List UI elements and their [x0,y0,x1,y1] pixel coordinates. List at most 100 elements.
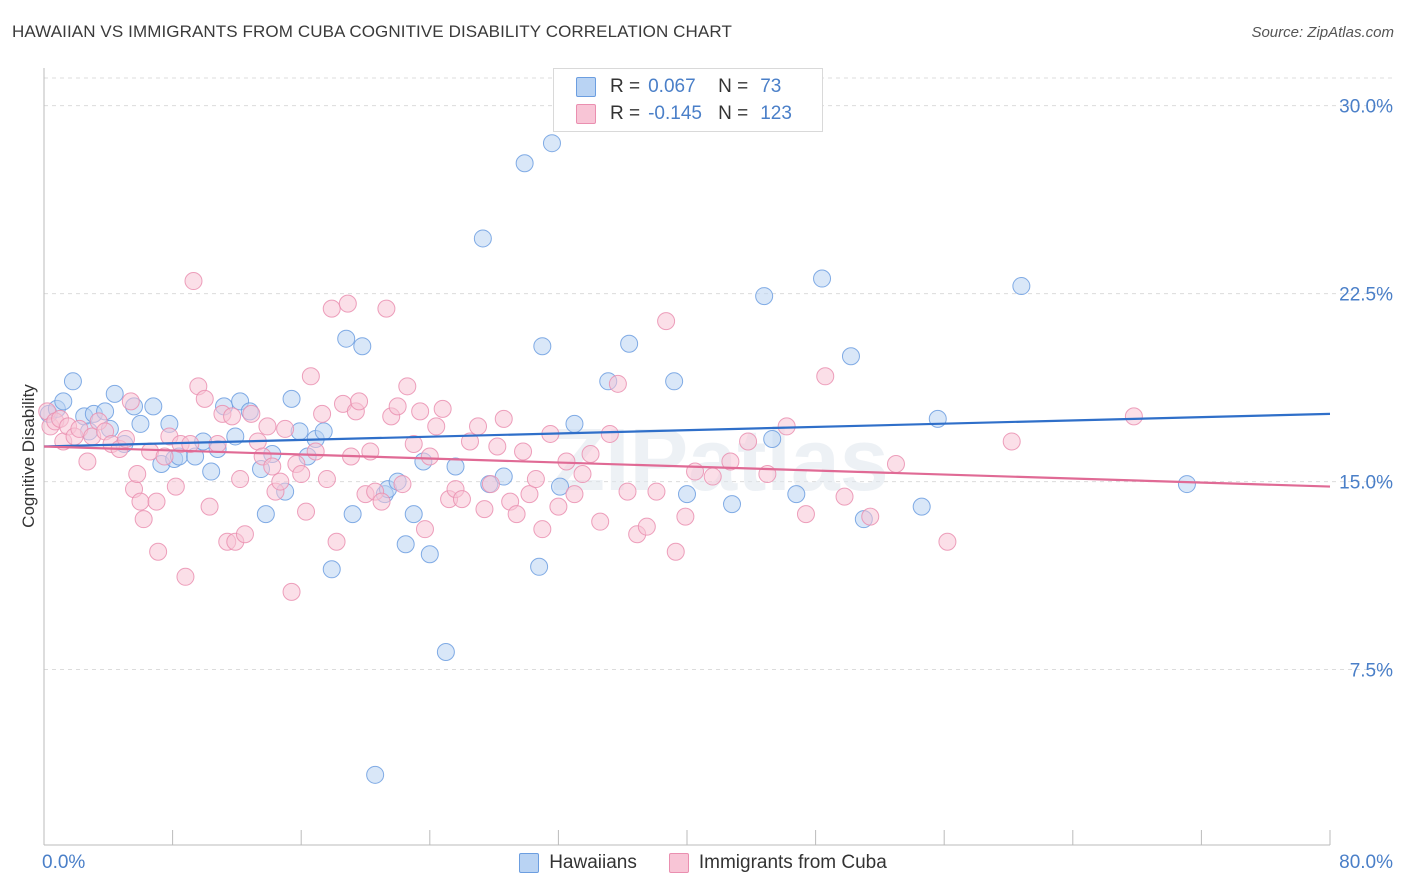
point-cuba [520,485,539,504]
point-cuba [549,497,568,516]
point-cuba [377,299,396,318]
point-hawaiians [533,337,552,356]
point-cuba [276,419,295,438]
point-hawaiians [436,643,455,662]
point-cuba [292,465,311,484]
point-cuba [488,437,507,456]
point-cuba [176,567,195,586]
point-hawaiians [446,457,465,476]
point-cuba [618,482,637,501]
point-hawaiians [396,535,415,554]
point-cuba [494,409,513,428]
point-cuba [666,542,685,561]
point-hawaiians [404,505,423,524]
point-cuba [242,404,261,423]
grid-lines [44,77,1392,671]
point-hawaiians [366,765,385,784]
point-cuba [938,532,957,551]
point-cuba [200,497,219,516]
legend-label-hawaiians: Hawaiians [549,852,637,873]
legend-item-cuba[interactable]: Immigrants from Cuba [668,852,887,874]
point-hawaiians [131,414,150,433]
point-cuba [469,417,488,436]
point-cuba [393,475,412,494]
stats-legend: R = 0.067 N = 73 R = -0.145 N = 123 [553,68,823,132]
point-cuba [327,532,346,551]
point-hawaiians [787,485,806,504]
point-hawaiians [1177,475,1196,494]
point-cuba [398,377,417,396]
point-hawaiians [841,347,860,366]
y-axis-label: Cognitive Disability [19,384,38,528]
point-hawaiians [63,372,82,391]
stats-row-hawaiians: R = 0.067 N = 73 [576,75,781,99]
point-cuba [433,399,452,418]
point-cuba [208,434,227,453]
y-tick-label: 30.0% [1339,97,1393,118]
point-hawaiians [678,485,696,504]
point-cuba [166,477,185,496]
point-hawaiians [755,287,774,306]
point-cuba [600,424,619,443]
point-hawaiians [542,134,561,153]
legend-item-hawaiians[interactable]: Hawaiians [519,852,637,874]
point-cuba [313,404,332,423]
point-cuba [721,452,740,471]
r-label: R = [610,76,641,97]
n-value: 73 [760,76,782,97]
point-cuba [608,374,627,393]
point-cuba [388,397,407,416]
x-tick-max: 80.0% [1339,852,1393,873]
point-cuba [134,510,153,529]
point-cuba [317,470,336,489]
point-cuba [676,507,695,526]
point-cuba [647,482,666,501]
point-cuba [565,485,584,504]
point-cuba [796,505,815,524]
point-cuba [263,457,282,476]
source-label: Source: ZipAtlas.com [1251,24,1394,41]
point-hawaiians [515,154,534,173]
stats-swatch-cuba [576,104,596,124]
point-cuba [526,470,545,489]
point-cuba [460,432,479,451]
point-cuba [533,520,552,539]
y-tick-label: 7.5% [1350,661,1393,682]
point-cuba [306,442,325,461]
r-value: -0.145 [648,103,702,124]
point-cuba [861,507,880,526]
n-label: N = [718,103,749,124]
legend-label-cuba: Immigrants from Cuba [698,852,887,873]
point-cuba [404,434,423,453]
point-hawaiians [763,429,782,448]
point-cuba [415,520,434,539]
point-cuba [372,492,391,511]
point-cuba [816,367,835,386]
axes [43,68,1331,846]
point-hawaiians [551,477,570,496]
point-cuba [411,402,430,421]
point-cuba [475,500,494,519]
point-cuba [128,465,147,484]
r-value: 0.067 [648,76,696,97]
point-hawaiians [282,389,301,408]
point-cuba [78,452,97,471]
point-cuba [514,442,533,461]
point-cuba [147,492,166,511]
point-hawaiians [420,545,439,564]
point-cuba [1124,407,1143,426]
legend-swatch-hawaiians [519,853,540,873]
n-label: N = [718,76,749,97]
r-label: R = [610,103,641,124]
point-cuba [235,525,254,544]
point-hawaiians [314,422,333,441]
point-hawaiians [473,229,492,248]
stats-swatch-hawaiians [576,77,596,97]
y-tick-label: 22.5% [1339,285,1393,306]
point-hawaiians [337,329,356,348]
point-cuba [223,407,242,426]
point-hawaiians [322,560,341,579]
point-hawaiians [343,505,362,524]
point-cuba [637,517,656,536]
